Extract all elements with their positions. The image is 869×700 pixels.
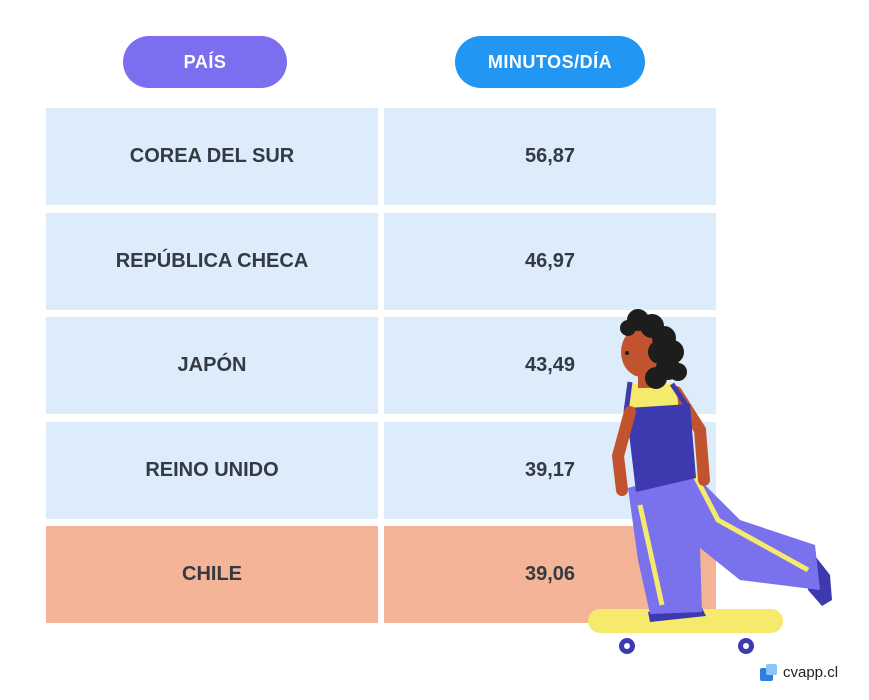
header-country: PAÍS <box>123 36 287 88</box>
table-cell-minutes: 46,97 <box>384 213 716 310</box>
logo-text: cvapp.cl <box>783 664 839 681</box>
header-minutes: MINUTOS/DÍA <box>455 36 645 88</box>
table-cell-country: REPÚBLICA CHECA <box>46 213 378 310</box>
table-cell-minutes: 56,87 <box>384 108 716 205</box>
cvapp-logo-icon <box>760 664 777 681</box>
table-cell-country: CHILE <box>46 526 378 623</box>
table-cell-country: COREA DEL SUR <box>46 108 378 205</box>
skateboarder-illustration <box>588 309 832 654</box>
cvapp-logo: cvapp.cl <box>760 664 838 681</box>
table-cell-country: JAPÓN <box>46 317 378 414</box>
table-cell-country: REINO UNIDO <box>46 422 378 519</box>
